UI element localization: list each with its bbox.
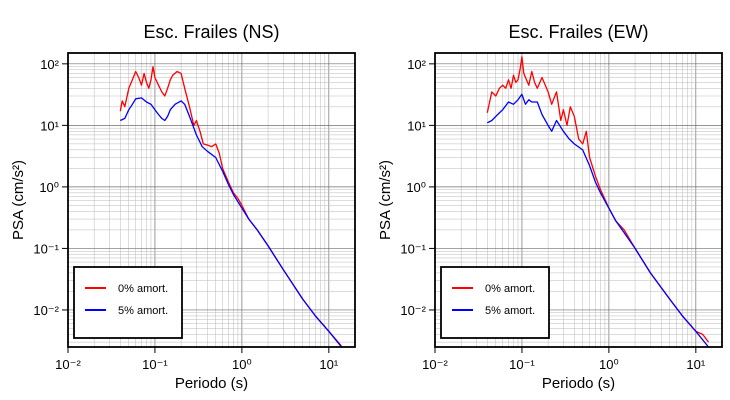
y-tick-label: 10¹ xyxy=(407,118,426,133)
x-tick-label: 10⁻² xyxy=(55,357,81,372)
chart-panel-1: 10⁻² 10⁻¹ 10⁰ 10¹ 10⁻² 10⁻¹ 10⁰ 10¹ 10² Esc. Frai… xyxy=(377,22,723,392)
y-axis-label: PSA (cm/s²) xyxy=(377,160,394,240)
legend-label-0: 0% amort. xyxy=(118,283,168,295)
legend-box xyxy=(73,266,183,339)
y-tick-label: 10⁻¹ xyxy=(33,241,59,256)
plot-frame xyxy=(67,52,356,348)
x-tick-label: 10⁻¹ xyxy=(509,357,535,372)
chart-title: Esc. Frailes (EW) xyxy=(508,22,648,42)
legend-label-1: 5% amort. xyxy=(485,305,535,317)
x-tick-label: 10⁻¹ xyxy=(142,357,168,372)
x-tick-label: 10¹ xyxy=(686,357,705,372)
legend-box xyxy=(440,266,550,339)
y-tick-label: 10⁰ xyxy=(406,180,426,195)
legend-label-0: 0% amort. xyxy=(485,283,535,295)
x-axis-label: Periodo (s) xyxy=(175,375,248,392)
x-tick-label: 10¹ xyxy=(319,357,338,372)
legend: 0% amort. 5% amort. xyxy=(73,266,183,339)
y-tick-label: 10² xyxy=(407,57,426,72)
y-tick-label: 10⁰ xyxy=(39,180,59,195)
x-tick-label: 10⁰ xyxy=(599,357,619,372)
y-tick-label: 10¹ xyxy=(40,118,59,133)
series-line-0 xyxy=(486,56,710,343)
chart-panel-0: 10⁻² 10⁻¹ 10⁰ 10¹ 10⁻² 10⁻¹ 10⁰ 10¹ 10² Esc. Frai… xyxy=(10,22,356,392)
y-tick-label: 10⁻² xyxy=(400,303,426,318)
x-axis-label: Periodo (s) xyxy=(542,375,615,392)
y-tick-label: 10² xyxy=(40,57,59,72)
x-tick-label: 10⁰ xyxy=(232,357,252,372)
x-tick-label: 10⁻² xyxy=(422,357,448,372)
legend-label-1: 5% amort. xyxy=(118,305,168,317)
series-line-1 xyxy=(120,97,343,347)
legend: 0% amort. 5% amort. xyxy=(440,266,550,339)
y-axis-label: PSA (cm/s²) xyxy=(10,160,27,240)
y-tick-label: 10⁻² xyxy=(33,303,59,318)
chart-title: Esc. Frailes (NS) xyxy=(143,22,279,42)
series-line-1 xyxy=(487,93,710,347)
y-tick-label: 10⁻¹ xyxy=(400,241,426,256)
plot-frame xyxy=(434,52,723,348)
